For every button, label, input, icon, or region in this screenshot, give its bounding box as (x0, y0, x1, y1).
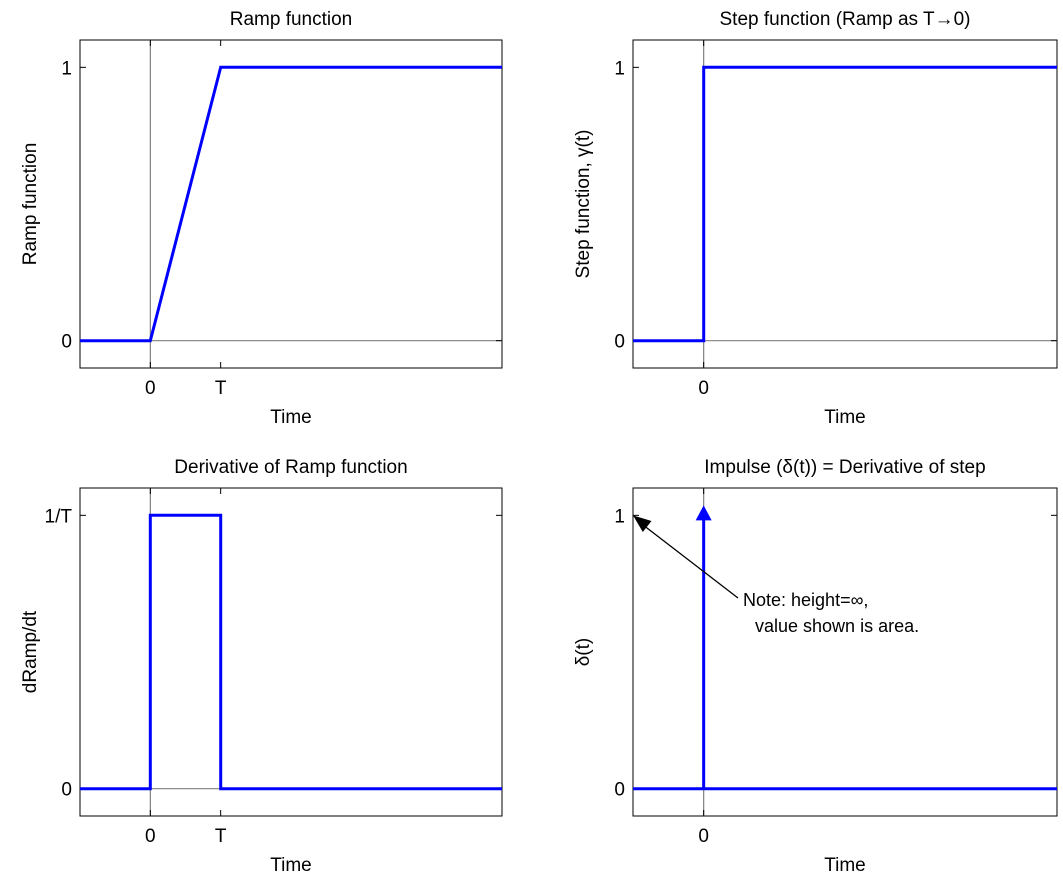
subplot-title: Impulse (δ(t)) = Derivative of step (704, 457, 985, 478)
subplot-title: Step function (Ramp as T→0) (720, 9, 971, 30)
y-axis-label: dRamp/dt (20, 610, 41, 693)
y-axis-label: δ(t) (573, 638, 594, 667)
axes-frame (632, 39, 1058, 369)
annotation-arrow-head (633, 515, 652, 532)
x-axis-label: Time (270, 407, 312, 428)
annotation-text-line: Note: height=∞, (743, 590, 868, 610)
axes-frame (632, 487, 1058, 817)
y-tick-label: 0 (61, 332, 72, 353)
series-line-1 (80, 513, 502, 791)
x-tick-label: T (215, 826, 227, 847)
series-line-1 (80, 65, 502, 343)
x-axis-label: Time (824, 407, 866, 428)
x-tick-label: 0 (145, 378, 156, 399)
subplot-title: Ramp function (230, 9, 353, 30)
y-axis-label: Step function, γ(t) (573, 130, 594, 279)
x-tick-label: 0 (698, 826, 709, 847)
subplot-2: 0 0 1 Step function (Ramp as T→0) Time Step f… (573, 9, 1058, 428)
subplot-1: 0 T 0 1 Ramp function Time Ramp function (20, 9, 503, 428)
y-tick-label: 1 (614, 58, 625, 79)
subplot-3: 0 T 0 1/T Derivative of Ramp function Time dRa… (20, 457, 503, 876)
y-tick-label: 1 (61, 58, 72, 79)
axes-frame (79, 487, 503, 817)
y-tick-label: 1/T (45, 506, 73, 527)
y-axis-label: Ramp function (20, 143, 41, 266)
x-axis-label: Time (824, 855, 866, 876)
y-tick-label: 0 (61, 780, 72, 801)
subplot-4: 0 0 1 Note: height=∞, value shown is area. Im… (573, 457, 1058, 876)
y-tick-label: 1 (614, 506, 625, 527)
x-tick-label: 0 (698, 378, 709, 399)
subplot-title: Derivative of Ramp function (174, 457, 407, 478)
annotation-text-line: value shown is area. (755, 616, 919, 636)
x-tick-label: 0 (145, 826, 156, 847)
series-line-1 (633, 65, 1057, 343)
axes-frame (79, 39, 503, 369)
x-axis-label: Time (270, 855, 312, 876)
x-tick-label: T (215, 378, 227, 399)
y-tick-label: 0 (614, 332, 625, 353)
y-tick-label: 0 (614, 780, 625, 801)
impulse-triangle-marker (695, 505, 712, 521)
annotation-arrow-line (640, 522, 739, 599)
